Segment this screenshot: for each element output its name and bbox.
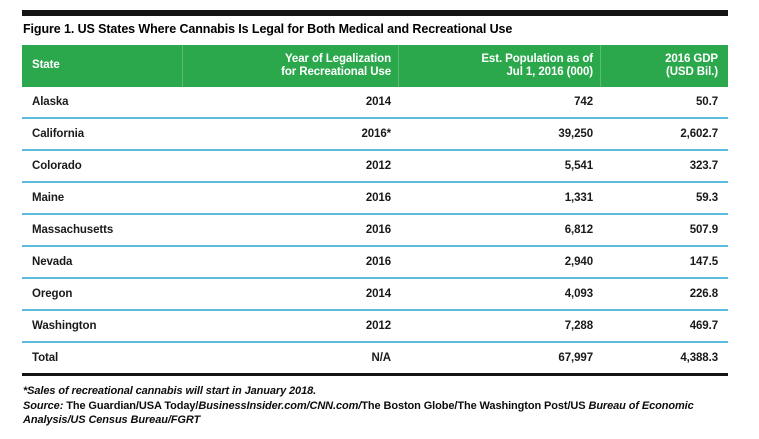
cell-population: 6,812 xyxy=(564,224,593,236)
cell-year: 2016 xyxy=(365,192,391,204)
cell-year: 2012 xyxy=(365,160,391,172)
asterisk-footnote: *Sales of recreational cannabis will sta… xyxy=(23,385,317,397)
header-cell-population: Est. Population as of Jul 1, 2016 (000) xyxy=(398,45,600,87)
cell-year: 2014 xyxy=(365,96,391,108)
cell-year: N/A xyxy=(371,352,391,364)
cell-year: 2016* xyxy=(361,128,391,140)
table-row-washington: Washington 2012 7,288 469.7 xyxy=(22,311,728,343)
cell-year: 2012 xyxy=(365,320,391,332)
top-rule xyxy=(22,10,728,16)
cell-gdp: 59.3 xyxy=(696,192,718,204)
header-cell-gdp: 2016 GDP (USD Bil.) xyxy=(600,45,728,87)
cell-population: 5,541 xyxy=(564,160,593,172)
cell-gdp: 226.8 xyxy=(689,288,718,300)
cell-gdp: 323.7 xyxy=(689,160,718,172)
table-row-colorado: Colorado 2012 5,541 323.7 xyxy=(22,151,728,183)
cell-year: 2016 xyxy=(365,224,391,236)
source-segment: The Guardian/USA Today/ xyxy=(63,399,199,412)
table-row-total: Total N/A 67,997 4,388.3 xyxy=(22,343,728,376)
cell-population: 742 xyxy=(574,96,593,108)
cannabis-states-table: State Year of Legalization for Recreatio… xyxy=(22,45,728,376)
figure-content: Figure 1. US States Where Cannabis Is Le… xyxy=(22,10,728,428)
cell-gdp: 2,602.7 xyxy=(680,128,718,140)
cell-state: Massachusetts xyxy=(32,224,114,236)
cell-population: 7,288 xyxy=(564,320,593,332)
cell-state: Washington xyxy=(32,320,97,332)
table-row-alaska: Alaska 2014 742 50.7 xyxy=(22,87,728,119)
cell-state: Colorado xyxy=(32,160,82,172)
header-line: (USD Bil.) xyxy=(665,66,718,78)
cell-state: California xyxy=(32,128,85,140)
header-line: Est. Population as of xyxy=(481,52,593,65)
source-line: Source: The Guardian/USA Today/BusinessI… xyxy=(23,399,728,428)
cell-gdp: 469.7 xyxy=(689,320,718,332)
cell-gdp: 147.5 xyxy=(689,256,718,268)
cell-gdp: 50.7 xyxy=(696,96,718,108)
header-cell-year: Year of Legalization for Recreational Us… xyxy=(182,45,398,87)
cell-population: 2,940 xyxy=(564,256,593,268)
cell-gdp: 507.9 xyxy=(689,224,718,236)
cell-state: Alaska xyxy=(32,96,69,108)
source-segment: The Boston Globe/The Washington Post/US xyxy=(361,399,589,412)
header-line: 2016 GDP xyxy=(665,52,718,65)
cell-year: 2016 xyxy=(365,256,391,268)
header-line: State xyxy=(32,59,60,72)
cell-population: 39,250 xyxy=(558,128,593,140)
cell-population: 1,331 xyxy=(564,192,593,204)
cell-state: Total xyxy=(32,352,59,364)
header-line: Year of Legalization xyxy=(285,52,391,65)
figure-title: Figure 1. US States Where Cannabis Is Le… xyxy=(23,22,513,36)
cell-population: 4,093 xyxy=(564,288,593,300)
table-header-row: State Year of Legalization for Recreatio… xyxy=(22,45,728,87)
footnotes: *Sales of recreational cannabis will sta… xyxy=(23,384,728,428)
cell-state: Oregon xyxy=(32,288,73,300)
table-row-massachusetts: Massachusetts 2016 6,812 507.9 xyxy=(22,215,728,247)
header-line: for Recreational Use xyxy=(281,66,391,78)
header-line: Jul 1, 2016 (000) xyxy=(506,66,593,78)
cell-population: 67,997 xyxy=(558,352,593,364)
table-row-california: California 2016* 39,250 2,602.7 xyxy=(22,119,728,151)
table-row-nevada: Nevada 2016 2,940 147.5 xyxy=(22,247,728,279)
cell-year: 2014 xyxy=(365,288,391,300)
source-segment: Bureau of Economic Analysis/US Census Bu… xyxy=(23,399,694,427)
cell-state: Nevada xyxy=(32,256,73,268)
cell-state: Maine xyxy=(32,192,65,204)
table-row-oregon: Oregon 2014 4,093 226.8 xyxy=(22,279,728,311)
table-row-maine: Maine 2016 1,331 59.3 xyxy=(22,183,728,215)
header-cell-state: State xyxy=(22,45,182,87)
cell-gdp: 4,388.3 xyxy=(680,352,718,364)
source-segment: BusinessInsider.com/CNN.com/ xyxy=(198,399,362,412)
source-segment: Source: xyxy=(23,399,64,412)
